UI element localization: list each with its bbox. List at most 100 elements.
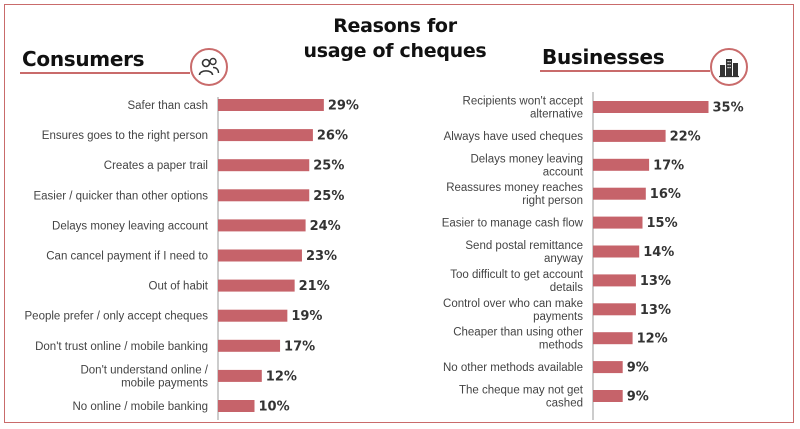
businesses-category-label-11: The cheque may not get cashed [459, 385, 584, 410]
infographic-frame [4, 4, 794, 423]
businesses-category-label-7-line-1: Too difficult to get account [450, 269, 584, 281]
consumers-value-label-7: 21% [299, 279, 330, 294]
businesses-bar-4 [593, 187, 646, 200]
consumers-category-label-3: Creates a paper trail [104, 160, 208, 172]
consumers-bar-9 [218, 339, 281, 352]
businesses-bar-6 [593, 245, 640, 258]
businesses-value-label-11: 9% [627, 390, 649, 405]
businesses-icon-badge [710, 48, 748, 86]
consumers-bar-6 [218, 249, 302, 262]
consumers-value-label-11: 10% [259, 400, 290, 415]
consumers-bar-3 [218, 159, 310, 172]
consumers-category-label-5-line-1: Delays money leaving account [52, 220, 209, 232]
consumers-category-label-4-line-1: Easier / quicker than other options [33, 190, 208, 202]
businesses-value-label-4: 16% [650, 187, 681, 202]
consumers-bar-1 [218, 99, 324, 111]
consumers-icon-badge [190, 48, 228, 86]
businesses-value-label-10: 9% [627, 361, 649, 376]
businesses-category-label-8-line-2: payments [533, 311, 583, 323]
consumers-value-label-2: 26% [317, 129, 348, 144]
businesses-bar-2 [593, 129, 666, 142]
businesses-category-label-10-line-1: No other methods available [443, 362, 583, 374]
consumers-category-label-3-line-1: Creates a paper trail [104, 160, 208, 172]
businesses-bar-11 [593, 390, 623, 402]
buildings-icon [719, 59, 739, 78]
consumers-category-label-6: Can cancel payment if I need to [46, 251, 208, 263]
businesses-category-label-6-line-1: Send postal remittance [465, 240, 583, 252]
businesses-category-label-7: Too difficult to get account details [450, 269, 584, 294]
businesses-value-label-2: 22% [670, 129, 701, 144]
businesses-category-label-7-line-2: details [550, 282, 583, 294]
businesses-category-label-11-line-2: cashed [546, 398, 583, 410]
consumers-value-label-3: 25% [313, 159, 344, 174]
businesses-category-label-4-line-2: right person [522, 195, 583, 207]
businesses-category-label-9: Cheaper than using other methods [453, 327, 583, 352]
businesses-category-label-8: Control over who can make payments [443, 298, 583, 323]
businesses-category-label-3-line-1: Delays money leaving [470, 153, 583, 165]
consumers-bar-8 [218, 309, 288, 322]
businesses-category-label-2-line-1: Always have used cheques [444, 131, 584, 143]
consumers-category-label-8: People prefer / only accept cheques [25, 311, 209, 323]
consumers-value-label-6: 23% [306, 249, 337, 264]
consumers-category-label-4: Easier / quicker than other options [33, 190, 208, 202]
businesses-bar-7 [593, 274, 636, 287]
consumers-bar-11 [218, 400, 255, 412]
consumers-bar-4 [218, 189, 310, 202]
businesses-category-label-4-line-1: Reassures money reaches [446, 182, 583, 194]
title-line-1: Reasons for [333, 15, 457, 37]
businesses-value-label-8: 13% [640, 303, 671, 318]
consumers-underline [20, 72, 190, 74]
consumers-category-label-1: Safer than cash [127, 100, 208, 112]
businesses-bar-10 [593, 361, 623, 374]
businesses-category-label-9-line-1: Cheaper than using other [453, 327, 583, 339]
people-icon [198, 57, 220, 76]
businesses-value-label-1: 35% [713, 101, 744, 116]
businesses-category-label-10: No other methods available [443, 362, 583, 374]
consumers-category-label-10-line-1: Don't understand online / [80, 364, 208, 376]
consumers-category-label-10-line-2: mobile payments [121, 377, 208, 389]
businesses-category-label-1-line-2: alternative [530, 109, 583, 121]
businesses-bar-8 [593, 303, 636, 316]
consumers-category-label-11: No online / mobile banking [72, 401, 208, 413]
consumers-category-label-2-line-1: Ensures goes to the right person [42, 130, 208, 142]
consumers-bar-5 [218, 219, 306, 232]
businesses-value-label-5: 15% [647, 216, 678, 231]
consumers-value-label-1: 29% [328, 99, 359, 114]
businesses-category-label-1: Recipients won't accept alternative [463, 96, 584, 121]
consumers-category-label-11-line-1: No online / mobile banking [72, 401, 208, 413]
businesses-bar-5 [593, 216, 643, 229]
businesses-category-label-11-line-1: The cheque may not get [459, 385, 584, 397]
businesses-category-label-6-line-2: anyway [544, 253, 583, 265]
consumers-category-label-5: Delays money leaving account [52, 220, 209, 232]
consumers-category-label-2: Ensures goes to the right person [42, 130, 208, 142]
consumers-category-label-9: Don't trust online / mobile banking [35, 341, 208, 353]
businesses-category-label-5-line-1: Easier to manage cash flow [442, 218, 584, 230]
consumers-category-label-7-line-1: Out of habit [149, 281, 209, 293]
consumers-bar-7 [218, 279, 295, 292]
businesses-heading: Businesses [542, 45, 665, 69]
businesses-underline [540, 70, 710, 72]
title-line-2: usage of cheques [303, 40, 487, 62]
consumers-value-label-9: 17% [284, 339, 315, 354]
businesses-value-label-3: 17% [653, 158, 684, 173]
consumers-heading: Consumers [22, 47, 145, 71]
consumers-bar-2 [218, 129, 313, 142]
businesses-bar-9 [593, 332, 633, 345]
businesses-category-label-2: Always have used cheques [444, 131, 584, 143]
businesses-category-label-4: Reassures money reaches right person [446, 182, 583, 207]
consumers-value-label-10: 12% [266, 369, 297, 384]
consumers-category-label-10: Don't understand online / mobile payments [80, 364, 208, 389]
businesses-category-label-9-line-2: methods [539, 340, 583, 352]
infographic-title: Reasons for usage of cheques [300, 14, 490, 64]
businesses-category-label-3-line-2: account [543, 166, 584, 178]
businesses-category-label-8-line-1: Control over who can make [443, 298, 583, 310]
consumers-value-label-5: 24% [310, 219, 341, 234]
consumers-value-label-8: 19% [291, 309, 322, 324]
consumers-category-label-7: Out of habit [149, 281, 209, 293]
consumers-category-label-6-line-1: Can cancel payment if I need to [46, 251, 208, 263]
businesses-bar-3 [593, 158, 650, 171]
consumers-category-label-1-line-1: Safer than cash [127, 100, 208, 112]
businesses-category-label-5: Easier to manage cash flow [442, 218, 584, 230]
